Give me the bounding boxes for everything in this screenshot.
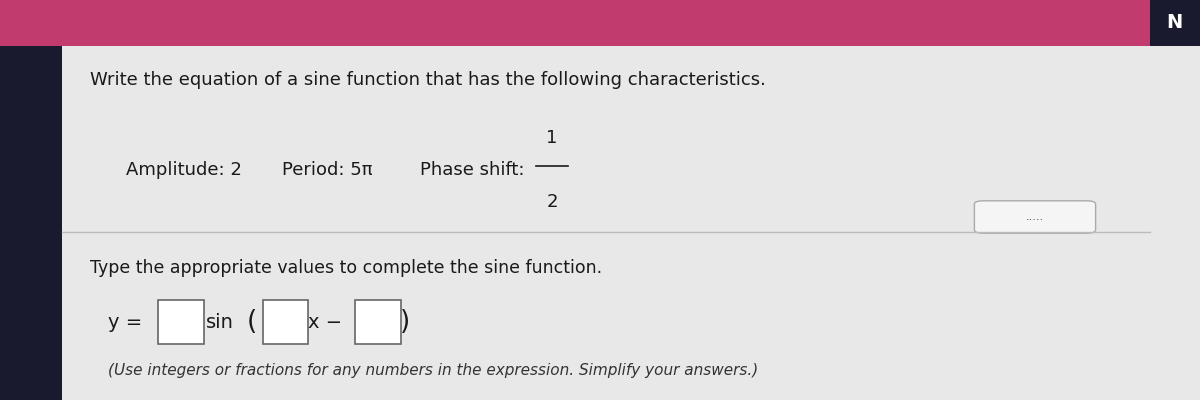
Text: y =: y = <box>108 312 143 332</box>
Text: 1: 1 <box>546 129 558 147</box>
Text: sin: sin <box>206 312 234 332</box>
FancyBboxPatch shape <box>263 300 308 344</box>
FancyBboxPatch shape <box>0 0 1200 46</box>
Text: x −: x − <box>308 312 342 332</box>
Text: N: N <box>1166 14 1183 32</box>
FancyBboxPatch shape <box>355 300 401 344</box>
Text: Phase shift:: Phase shift: <box>420 161 524 179</box>
Text: (: ( <box>247 309 258 335</box>
Text: 2: 2 <box>546 193 558 211</box>
FancyBboxPatch shape <box>0 46 62 400</box>
Text: (Use integers or fractions for any numbers in the expression. Simplify your answ: (Use integers or fractions for any numbe… <box>108 362 758 378</box>
Text: Write the equation of a sine function that has the following characteristics.: Write the equation of a sine function th… <box>90 71 766 89</box>
Text: Amplitude: 2: Amplitude: 2 <box>126 161 242 179</box>
FancyBboxPatch shape <box>1150 0 1200 46</box>
Text: ): ) <box>400 309 410 335</box>
FancyBboxPatch shape <box>158 300 204 344</box>
Text: Type the appropriate values to complete the sine function.: Type the appropriate values to complete … <box>90 259 602 277</box>
Text: .....: ..... <box>1025 212 1044 222</box>
Text: Period: 5π: Period: 5π <box>282 161 372 179</box>
FancyBboxPatch shape <box>974 201 1096 233</box>
